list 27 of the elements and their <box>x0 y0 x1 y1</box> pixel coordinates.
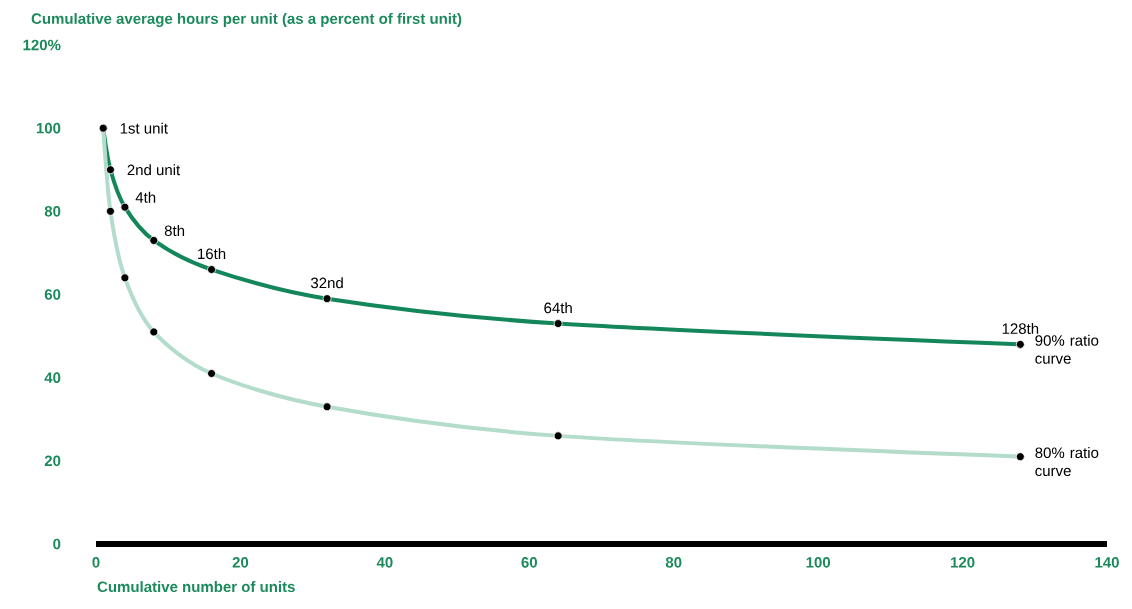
x-tick-label: 0 <box>92 557 100 568</box>
x-axis-title: Cumulative number of units <box>97 581 295 593</box>
y-tick-label: 60 <box>44 289 61 300</box>
x-tick-label: 40 <box>376 557 393 568</box>
y-tick-label: 20 <box>44 455 61 467</box>
series-label: 90% ratio curve <box>1035 334 1099 364</box>
annotation: 32nd <box>310 277 343 289</box>
annotation: 16th <box>198 248 226 260</box>
y-axis-title: Cumulative average hours per unit (as a percent of first unit) <box>31 12 462 27</box>
x-tick-label: 60 <box>521 557 537 568</box>
y-tick-label: 40 <box>44 372 61 383</box>
annotation: 128th <box>1002 322 1039 334</box>
x-tick-label: 120 <box>950 557 975 568</box>
x-tick-label: 20 <box>232 557 249 568</box>
annotation: 2nd unit <box>127 164 181 176</box>
annotation: 8th <box>164 225 185 237</box>
y-tick-label: 0 <box>53 538 61 550</box>
annotation: 1st unit <box>120 122 168 134</box>
x-tick-label: 80 <box>665 557 682 568</box>
y-tick-label: 120% <box>23 39 61 51</box>
annotation: 64th <box>544 302 572 314</box>
y-tick-label: 100 <box>36 122 61 134</box>
y-tick-label: 80 <box>44 206 61 217</box>
x-tick-label: 100 <box>806 557 831 568</box>
series-label: 80% ratio curve <box>1035 447 1099 477</box>
annotation: 4th <box>135 191 156 203</box>
x-tick-label: 140 <box>1095 557 1119 568</box>
